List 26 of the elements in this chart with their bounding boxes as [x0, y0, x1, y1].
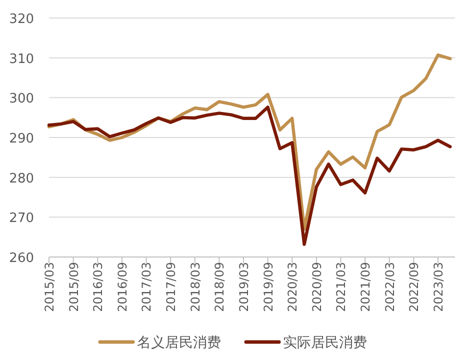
x-tick-label: 2023/03 [431, 262, 446, 312]
x-tick-label: 2022/03 [382, 262, 397, 312]
x-tick-label: 2022/09 [407, 262, 422, 312]
x-tick-label: 2019/09 [261, 262, 276, 312]
x-tick-label: 2018/09 [212, 262, 227, 312]
x-tick-label: 2018/03 [188, 262, 202, 312]
y-tick-label: 320 [9, 12, 34, 27]
x-tick-label: 2017/09 [164, 262, 178, 312]
y-tick-label: 270 [9, 211, 34, 226]
x-tick-label: 2016/09 [115, 262, 130, 312]
x-tick-label: 2015/03 [42, 262, 56, 312]
x-tick-label: 2019/03 [236, 262, 251, 312]
y-tick-label: 310 [9, 52, 34, 67]
x-tick-label: 2017/03 [140, 262, 154, 312]
x-tick-label: 2021/03 [334, 262, 348, 312]
x-tick-label: 2016/03 [91, 262, 106, 312]
x-tick-label: 2020/03 [286, 262, 300, 312]
x-tick-label: 2020/09 [310, 262, 324, 312]
y-tick-label: 290 [9, 132, 34, 146]
x-tick-label: 2015/09 [66, 262, 81, 312]
legend-label: 名义居民消费 [137, 335, 221, 351]
y-tick-label: 280 [9, 171, 34, 186]
legend-label: 实际居民消费 [283, 335, 367, 351]
x-tick-label: 2021/09 [358, 262, 373, 312]
y-tick-label: 300 [9, 92, 34, 107]
y-tick-label: 260 [9, 251, 34, 266]
